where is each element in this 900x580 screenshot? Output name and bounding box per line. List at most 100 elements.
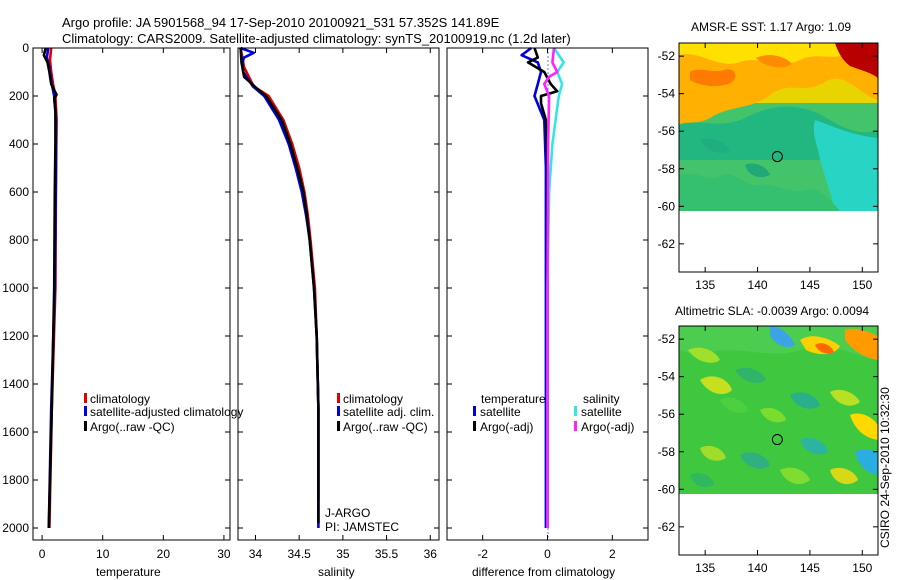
difference-panel: -2 0 2 difference from climatology tempera… [446, 46, 649, 579]
y-tick-label: -54 [658, 370, 676, 384]
x-tick-label: 35 [336, 547, 350, 561]
temperature-panel: 0 10 20 30 0 200 400 600 800 1000 1200 1400 1600 1800… [2, 41, 243, 579]
figure-title-line2: Climatology: CARS2009. Satellite-adjuste… [62, 31, 571, 46]
difference-legend: temperature satellite Argo(-adj) salinit… [473, 392, 634, 434]
salinity-series [239, 46, 320, 528]
temperature-ticks: 0 10 20 30 0 200 400 600 800 1000 1200 1400 1600 1800… [2, 41, 231, 561]
temperature-series [42, 47, 58, 529]
y-tick-label: 1000 [2, 281, 29, 295]
sst-map-title: AMSR-E SST: 1.17 Argo: 1.09 [691, 20, 851, 34]
sst-map-panel: AMSR-E SST: 1.17 Argo: 1.09 135 140 145 150… [658, 20, 879, 292]
y-tick-label: 0 [22, 41, 29, 55]
y-tick-label: 1400 [2, 377, 29, 391]
y-tick-label: 600 [9, 185, 29, 199]
x-tick-label: 34 [249, 547, 263, 561]
x-tick-label: 135 [695, 561, 715, 575]
x-tick-label: 150 [852, 561, 872, 575]
x-tick-label: 145 [800, 278, 820, 292]
legend-climatology: climatology [343, 392, 403, 406]
salinity-panel: 34 34.5 35 35.5 36 salinity climatology sate… [237, 46, 440, 579]
legend-swatch-black [337, 421, 340, 431]
legend-temp-argo: Argo(-adj) [480, 420, 533, 434]
legend-climatology: climatology [90, 392, 150, 406]
y-tick-label: 1200 [2, 329, 29, 343]
y-tick-label: 1800 [2, 473, 29, 487]
difference-series [520, 46, 566, 528]
y-tick-label: -60 [658, 482, 676, 496]
legend-swatch-blue [84, 406, 87, 416]
series-line-blue [520, 46, 548, 528]
legend-temp-satellite: satellite [480, 405, 521, 419]
legend-satellite-adjusted: satellite-adjusted climatology [90, 405, 243, 419]
series-line-blue [240, 46, 320, 528]
series-line-magenta [542, 47, 559, 528]
sla-map-frame [678, 325, 879, 556]
x-tick-label: 30 [217, 547, 231, 561]
sla-field [679, 326, 878, 494]
argo-position-marker [771, 434, 783, 446]
difference-xlabel: difference from climatology [472, 565, 615, 579]
y-tick-label: -52 [658, 49, 676, 63]
legend-satellite-adj: satellite adj. clim. [343, 405, 434, 419]
legend-salinity-title: salinity [583, 392, 620, 406]
legend-argo: Argo(..raw -QC) [90, 420, 175, 434]
y-tick-label: -62 [658, 520, 676, 534]
x-tick-label: 0 [544, 547, 551, 561]
y-tick-label: -54 [658, 87, 676, 101]
legend-sal-argo: Argo(-adj) [581, 420, 634, 434]
salinity-axes-frame [237, 47, 440, 541]
legend-swatch-red [84, 393, 87, 403]
legend-sal-satellite: satellite [581, 405, 622, 419]
y-tick-label: -56 [658, 124, 676, 138]
sla-map-ticks: 135 140 145 150 -52 -54 -56 -58 -60 -62 [658, 326, 878, 575]
credit-label: CSIRO 24-Sep-2010 10:32:30 [878, 387, 892, 548]
temperature-legend: climatology satellite-adjusted climatolo… [84, 392, 243, 434]
y-tick-label: -58 [658, 445, 676, 459]
legend-swatch-magenta [574, 421, 577, 431]
x-tick-label: 2 [609, 547, 616, 561]
float-programme-label: J-ARGO [325, 506, 370, 520]
sla-map-panel: Altimetric SLA: -0.0039 Argo: 0.0094 [658, 304, 879, 575]
legend-temperature-title: temperature [481, 392, 546, 406]
figure-title-line1: Argo profile: JA 5901568_94 17-Sep-2010 … [62, 15, 500, 30]
float-pi-label: PI: JAMSTEC [325, 520, 399, 534]
legend-swatch-red [337, 393, 340, 403]
legend-swatch-cyan [574, 406, 577, 416]
series-line-black [239, 47, 320, 524]
x-tick-label: 34.5 [287, 547, 311, 561]
legend-argo: Argo(..raw -QC) [343, 420, 428, 434]
y-tick-label: 1600 [2, 425, 29, 439]
series-line-cyan [546, 47, 566, 528]
sst-map-ticks: 135 140 145 150 -52 -54 -56 -58 -60 -62 [658, 43, 878, 292]
temperature-axes-frame [32, 47, 231, 541]
legend-swatch-blue [337, 406, 340, 416]
legend-swatch-black [473, 421, 476, 431]
legend-swatch-black [84, 421, 87, 431]
legend-swatch-blue [473, 406, 476, 416]
x-tick-label: -2 [477, 547, 488, 561]
y-tick-label: 800 [9, 233, 29, 247]
salinity-xlabel: salinity [318, 565, 355, 579]
x-tick-label: 135 [695, 278, 715, 292]
sst-map-frame [678, 42, 879, 273]
x-tick-label: 10 [96, 547, 110, 561]
x-tick-label: 140 [748, 561, 768, 575]
difference-ticks: -2 0 2 [447, 47, 648, 561]
argo-position-marker [771, 151, 783, 163]
sst-field [679, 43, 878, 211]
y-tick-label: -58 [658, 162, 676, 176]
x-tick-label: 140 [748, 278, 768, 292]
y-tick-label: -52 [658, 332, 676, 346]
y-tick-label: 200 [9, 89, 29, 103]
series-line-black [526, 47, 559, 528]
x-tick-label: 0 [39, 547, 46, 561]
y-tick-label: -56 [658, 407, 676, 421]
x-tick-label: 36 [424, 547, 438, 561]
series-line-black [42, 47, 58, 529]
x-tick-label: 20 [157, 547, 171, 561]
x-tick-label: 150 [852, 278, 872, 292]
x-tick-label: 35.5 [375, 547, 399, 561]
temperature-xlabel: temperature [96, 565, 161, 579]
sla-map-title: Altimetric SLA: -0.0039 Argo: 0.0094 [675, 304, 869, 318]
